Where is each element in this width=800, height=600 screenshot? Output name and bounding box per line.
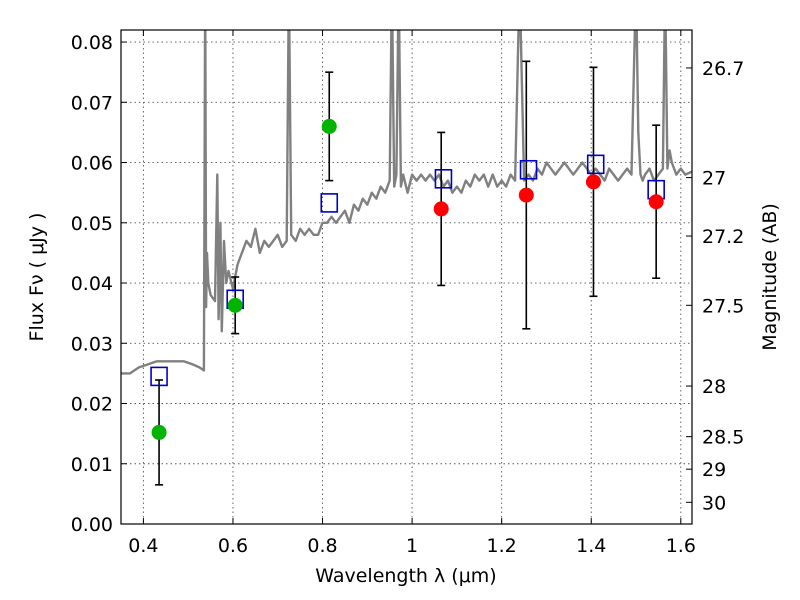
green-data-point (151, 424, 167, 440)
y-tick-label: 0.05 (71, 213, 113, 235)
x-tick-label: 1.6 (666, 535, 696, 557)
green-data-point (227, 297, 243, 313)
y-tick-label: 0.00 (71, 514, 113, 536)
y2-tick-label: 30 (702, 492, 726, 514)
x-axis-title: Wavelength λ (μm) (315, 565, 496, 587)
plot-area (121, 30, 692, 486)
green-data-point (321, 118, 337, 134)
red-data-point (433, 201, 449, 217)
y2-tick-label: 27.2 (702, 226, 744, 248)
model-square-point (519, 159, 538, 180)
x-tick-label: 1.2 (487, 535, 517, 557)
x-tick-label: 1 (406, 535, 418, 557)
model-square-point (320, 193, 339, 213)
red-data-point (585, 174, 601, 190)
y2-tick-label: 26.7 (702, 58, 744, 80)
y2-tick-label: 27 (702, 168, 726, 190)
red-data-point (518, 187, 534, 203)
y-tick-label: 0.01 (71, 454, 113, 476)
y-tick-label: 0.03 (71, 333, 113, 355)
x-tick-label: 0.6 (218, 535, 248, 557)
axes: 0.4 0.6 0.8 1 1.2 1.4 1.6 0.00 0.01 0.02 0.03 0.04 0… (71, 30, 744, 557)
y2-tick-label: 28.5 (702, 427, 744, 449)
red-data-point (648, 194, 664, 210)
y2-tick-label: 29 (702, 459, 726, 481)
y-tick-label: 0.06 (71, 153, 113, 175)
plot-frame (120, 29, 693, 525)
y-tick-label: 0.04 (71, 273, 113, 295)
y-tick-label: 0.07 (71, 92, 113, 114)
x-tick-label: 0.8 (307, 535, 337, 557)
y-axis-title: Flux Fν ( μJy ) (26, 213, 48, 342)
model-square-point (434, 169, 453, 189)
spectrum-line (121, 30, 692, 375)
x-tick-label: 0.4 (128, 535, 158, 557)
y2-tick-label: 27.5 (702, 295, 744, 317)
y-tick-label: 0.08 (71, 32, 113, 54)
model-square-point (586, 154, 605, 175)
y2-tick-label: 28 (702, 376, 726, 398)
y2-axis-title: Magnitude (AB) (759, 203, 781, 351)
model-square-point (150, 366, 168, 387)
x-tick-label: 1.4 (576, 535, 606, 557)
y-tick-label: 0.02 (71, 394, 113, 416)
